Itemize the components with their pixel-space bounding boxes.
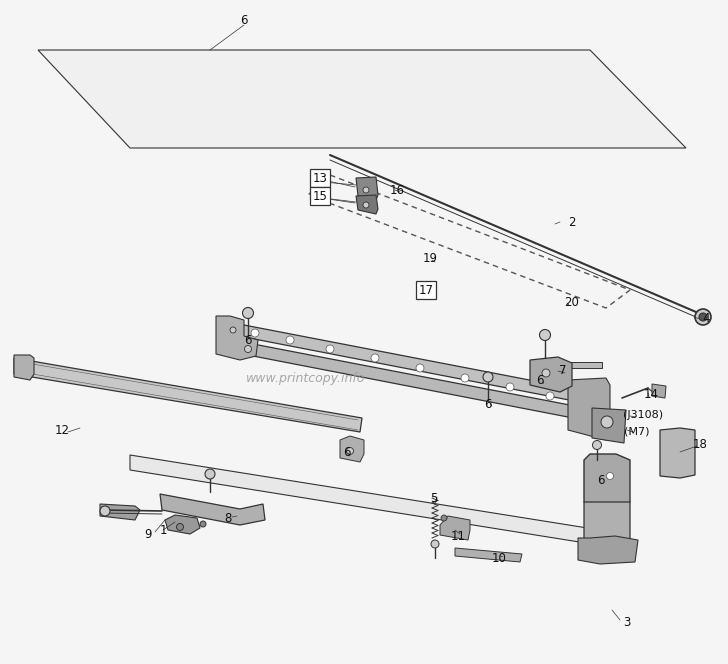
Circle shape [200,521,206,527]
Text: 7: 7 [559,365,567,378]
Polygon shape [38,50,686,148]
Circle shape [416,364,424,372]
Polygon shape [592,408,626,443]
Text: 15: 15 [312,189,328,203]
Text: 1: 1 [159,523,167,537]
Text: 6: 6 [240,13,248,27]
Text: 3: 3 [623,616,630,629]
Polygon shape [218,320,602,406]
Circle shape [542,369,550,377]
Text: 18: 18 [692,438,708,450]
Polygon shape [584,454,630,510]
Circle shape [100,506,110,516]
Polygon shape [455,548,522,562]
Circle shape [539,329,550,341]
Polygon shape [130,455,600,545]
Circle shape [230,327,236,333]
Circle shape [251,329,259,337]
Text: www.printcopy.info: www.printcopy.info [246,372,365,385]
Text: 16: 16 [389,183,405,197]
Text: 4: 4 [703,311,710,325]
Text: 2: 2 [569,216,576,228]
Text: 6: 6 [537,374,544,388]
Circle shape [441,515,447,521]
Text: 12: 12 [55,424,69,436]
Polygon shape [652,384,666,398]
Polygon shape [222,338,606,424]
Polygon shape [160,494,265,525]
Text: 11: 11 [451,529,465,542]
Circle shape [695,309,711,325]
Polygon shape [530,357,572,392]
Polygon shape [14,358,362,432]
Circle shape [606,473,614,479]
Text: 19: 19 [422,252,438,264]
Text: 9: 9 [144,529,151,542]
Text: 5: 5 [430,491,438,505]
Polygon shape [356,177,378,200]
Text: 17: 17 [419,284,433,297]
Polygon shape [165,515,200,534]
Text: 20: 20 [564,295,579,309]
Polygon shape [568,378,610,440]
Circle shape [347,448,354,454]
Circle shape [461,374,469,382]
Circle shape [506,383,514,391]
Circle shape [593,440,601,450]
Circle shape [205,469,215,479]
Text: (J3108): (J3108) [623,410,663,420]
Text: 8: 8 [224,511,232,525]
Text: 6: 6 [343,446,351,459]
Circle shape [601,416,613,428]
Circle shape [286,336,294,344]
Circle shape [326,345,334,353]
Polygon shape [14,355,34,380]
Polygon shape [340,436,364,462]
Circle shape [176,523,183,531]
Circle shape [699,313,707,321]
Polygon shape [356,195,378,214]
Text: (M7): (M7) [624,427,650,437]
Polygon shape [100,504,140,520]
Circle shape [245,345,251,353]
Polygon shape [560,362,602,368]
Polygon shape [660,428,695,478]
Text: 6: 6 [484,398,491,410]
Circle shape [242,307,253,319]
Circle shape [371,354,379,362]
Circle shape [483,372,493,382]
Text: 13: 13 [312,171,328,185]
Polygon shape [578,536,638,564]
Polygon shape [584,502,630,550]
Circle shape [363,187,369,193]
Text: 6: 6 [597,475,605,487]
Circle shape [363,202,369,208]
Circle shape [431,540,439,548]
Polygon shape [440,516,470,540]
Polygon shape [216,316,258,360]
Text: 6: 6 [245,333,252,347]
Circle shape [546,392,554,400]
Text: 14: 14 [644,388,659,402]
Text: 10: 10 [491,552,507,564]
